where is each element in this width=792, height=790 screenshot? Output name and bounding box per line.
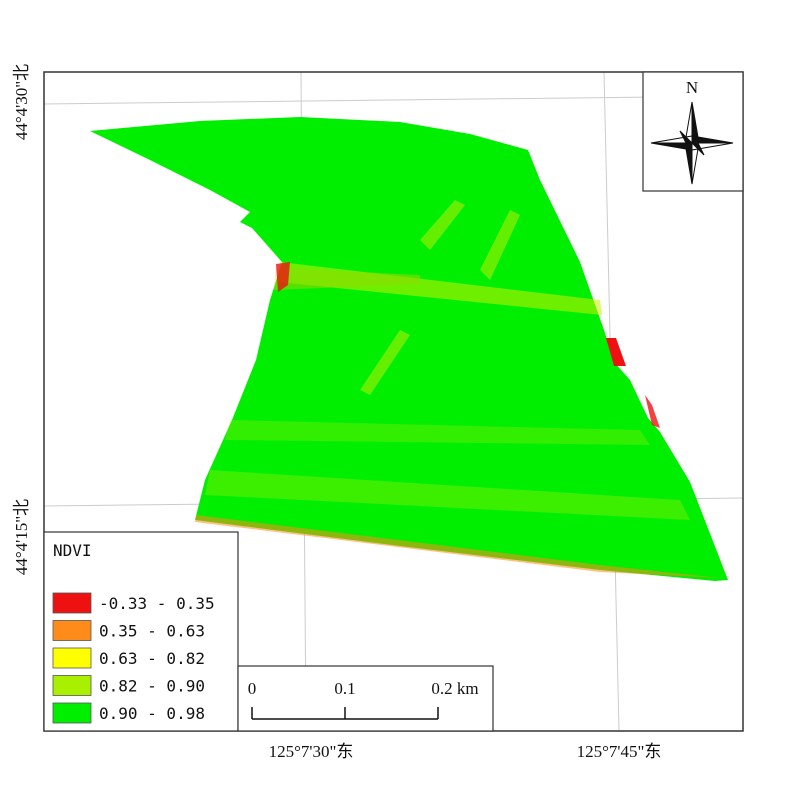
legend-swatch [52, 675, 92, 696]
graticule-line [44, 95, 743, 105]
legend-swatch [52, 702, 92, 724]
lon-label: 125°7'30"东 [269, 742, 354, 761]
legend-title: NDVI [53, 541, 92, 560]
legend-items: -0.33 - 0.35 0.35 - 0.63 0.63 - 0.82 0.82 -… [52, 592, 215, 724]
field-texture [195, 200, 720, 578]
legend-label: 0.82 - 0.90 [99, 677, 205, 696]
legend-label: 0.90 - 0.98 [99, 704, 205, 723]
north-arrow [650, 101, 734, 185]
scale-label: 0.1 [334, 679, 355, 698]
lat-label: 44°4'30"北 [12, 64, 31, 140]
legend-label: -0.33 - 0.35 [99, 594, 215, 613]
low-ndvi-patch [276, 262, 290, 292]
low-ndvi-patch [606, 338, 626, 366]
scale-bar [251, 707, 439, 720]
scale-label: 0.2 km [431, 679, 478, 698]
lon-label: 125°7'45"东 [577, 742, 662, 761]
scale-bar-box [237, 665, 494, 732]
legend-label: 0.63 - 0.82 [99, 649, 205, 668]
map-body [44, 72, 743, 731]
lat-label: 44°4'15"北 [12, 499, 31, 575]
legend-swatch [52, 592, 92, 614]
legend-swatch [52, 620, 92, 641]
north-label: N [686, 78, 698, 97]
low-ndvi-patch [645, 395, 660, 428]
legend-label: 0.35 - 0.63 [99, 622, 205, 641]
legend-swatch [52, 647, 92, 669]
ndvi-field [90, 117, 728, 581]
scale-label: 0 [248, 679, 257, 698]
